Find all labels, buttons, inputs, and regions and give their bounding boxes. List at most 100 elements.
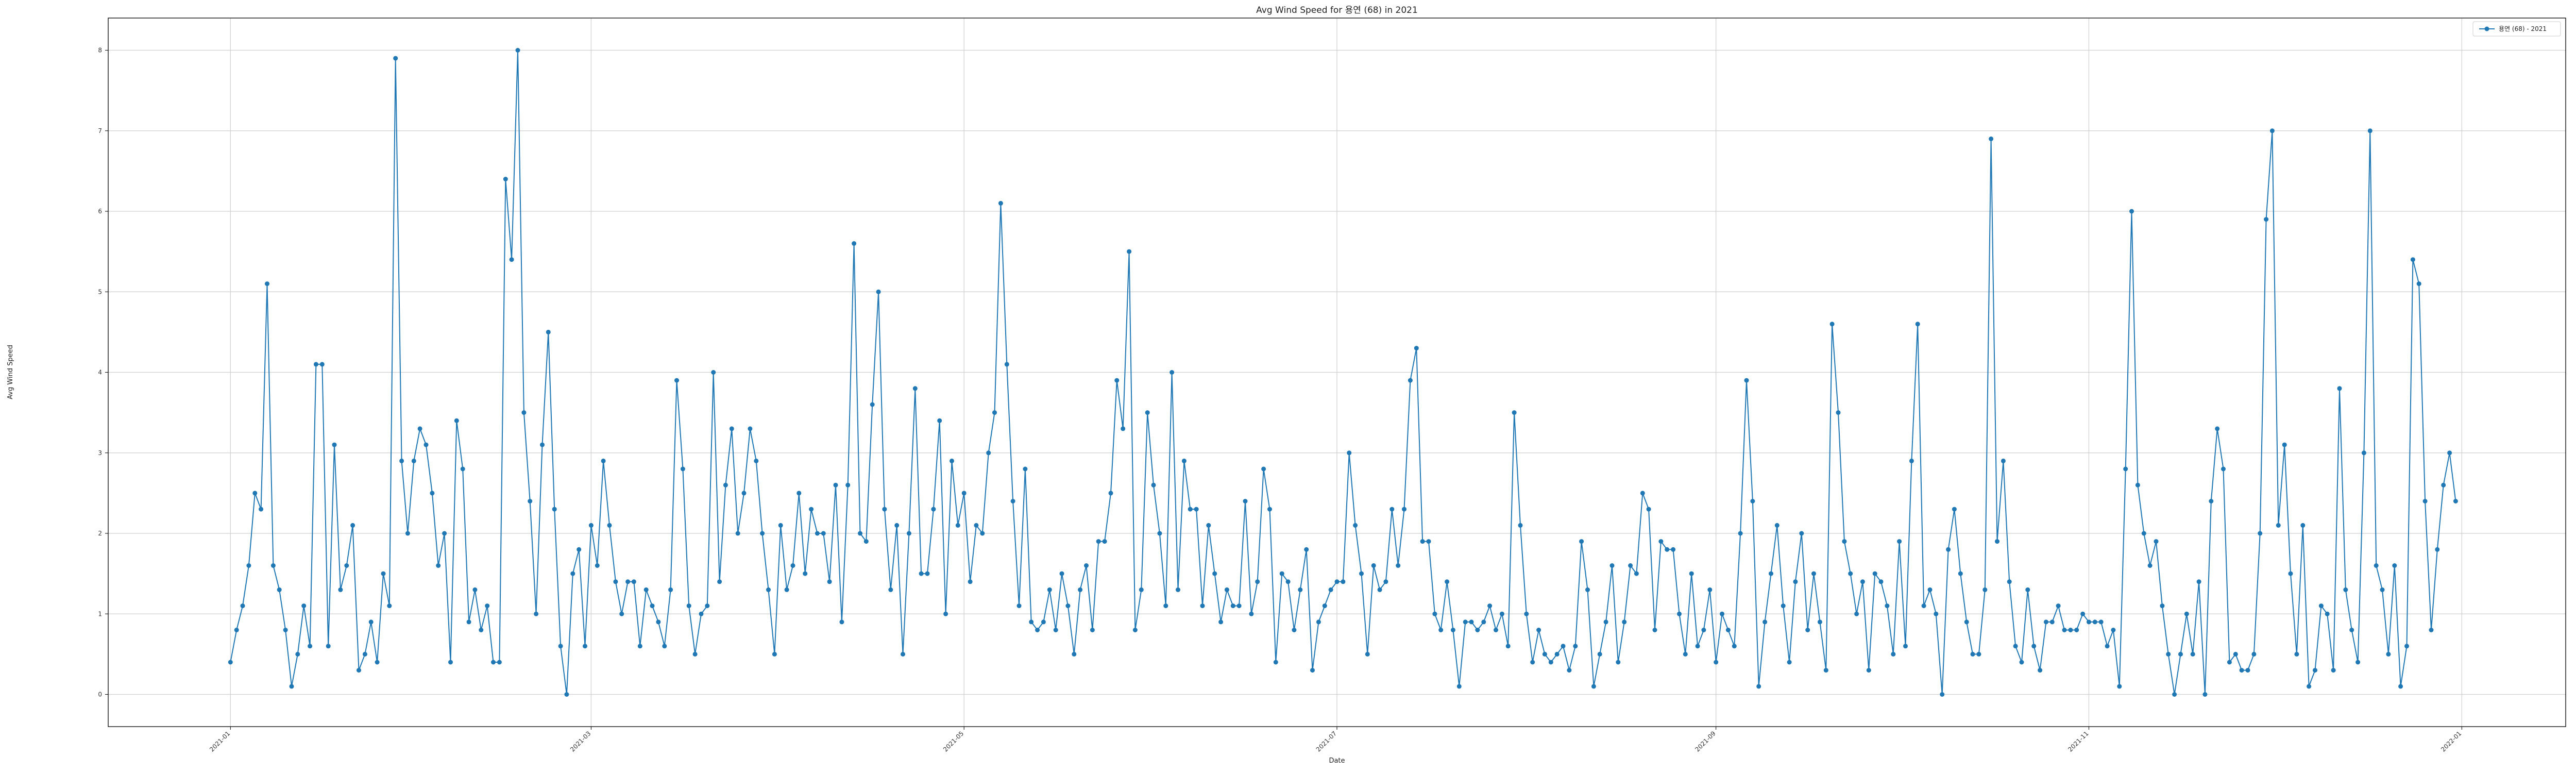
data-point	[1481, 619, 1486, 625]
data-point	[357, 668, 361, 673]
data-point	[1494, 628, 1498, 632]
data-point	[1707, 587, 1713, 592]
data-point	[259, 507, 264, 512]
data-point	[368, 619, 374, 625]
data-point	[1059, 571, 1064, 576]
data-point	[252, 491, 258, 496]
data-point	[1469, 619, 1474, 625]
y-tick-label: 6	[98, 208, 102, 215]
data-point	[2068, 628, 2073, 632]
data-point	[1982, 587, 1988, 592]
data-point	[2038, 668, 2043, 673]
data-point	[2361, 450, 2366, 456]
data-point	[1041, 619, 1046, 625]
data-point	[515, 48, 520, 53]
data-point	[1927, 587, 1933, 592]
data-point	[570, 571, 575, 576]
data-point	[2380, 587, 2385, 592]
data-point	[1970, 651, 1975, 657]
data-point	[534, 611, 539, 616]
y-tick-label: 8	[98, 47, 102, 54]
data-point	[1316, 619, 1321, 625]
data-point	[2325, 611, 2330, 616]
data-point	[1102, 539, 1107, 544]
data-point	[2337, 386, 2342, 391]
data-point	[270, 563, 276, 568]
data-point	[1548, 660, 1553, 665]
data-point	[546, 329, 551, 334]
data-point	[1359, 571, 1364, 576]
data-point	[1829, 322, 1835, 327]
data-point	[980, 531, 985, 536]
data-point	[2141, 531, 2146, 536]
data-point	[1414, 346, 1419, 351]
data-point	[1230, 603, 1235, 609]
data-point	[1487, 603, 1493, 609]
data-point	[955, 523, 960, 528]
data-point	[1090, 628, 1095, 632]
data-point	[2178, 651, 2183, 657]
data-point	[509, 257, 514, 262]
data-point	[1769, 571, 1773, 576]
data-point	[919, 571, 924, 576]
data-point	[1781, 603, 1786, 609]
data-point	[1279, 571, 1284, 576]
data-point	[1426, 539, 1431, 544]
data-point	[1194, 507, 1199, 512]
data-point	[362, 651, 367, 657]
data-point	[968, 579, 973, 584]
data-point	[778, 523, 783, 528]
data-point	[607, 523, 612, 528]
data-point	[2374, 563, 2379, 568]
data-point	[1536, 628, 1541, 632]
data-point	[950, 458, 954, 463]
data-point	[1909, 458, 1914, 463]
data-point	[852, 241, 857, 246]
data-point	[2227, 660, 2232, 665]
data-point	[2172, 692, 2177, 697]
data-point	[2135, 482, 2140, 488]
data-point	[1878, 579, 1884, 584]
data-point	[1499, 611, 1504, 616]
data-point	[2123, 466, 2128, 472]
data-point	[858, 531, 862, 536]
data-point	[2435, 547, 2440, 552]
data-point	[1622, 619, 1627, 625]
data-point	[2001, 458, 2006, 463]
data-point	[2111, 628, 2116, 632]
data-point	[912, 386, 918, 391]
data-point	[1298, 587, 1303, 592]
data-point	[882, 507, 887, 512]
data-point	[528, 499, 533, 503]
data-point	[1334, 579, 1340, 584]
data-point	[1964, 619, 1969, 625]
data-point	[2025, 587, 2030, 592]
data-point	[1176, 587, 1180, 592]
data-point	[1756, 684, 1761, 689]
data-point	[1524, 611, 1529, 616]
data-point	[295, 651, 300, 657]
data-point	[643, 587, 649, 592]
data-point	[479, 628, 484, 632]
data-point	[1127, 249, 1132, 254]
data-point	[344, 563, 349, 568]
data-point	[350, 523, 355, 528]
data-point	[1799, 531, 1804, 536]
data-point	[1921, 603, 1926, 609]
data-point	[1310, 668, 1315, 673]
grid-lines	[108, 18, 2566, 727]
data-point	[1891, 651, 1896, 657]
data-point	[1236, 603, 1242, 609]
data-point	[1640, 491, 1645, 496]
data-point	[2233, 651, 2238, 657]
data-point	[1004, 362, 1009, 367]
data-point	[1016, 603, 1022, 609]
data-point	[729, 426, 734, 431]
data-point	[2264, 217, 2269, 222]
data-point	[827, 579, 832, 584]
data-point	[2245, 668, 2250, 673]
data-point	[1053, 628, 1058, 632]
data-point	[308, 644, 313, 649]
data-point	[326, 644, 331, 649]
data-point	[906, 531, 911, 536]
